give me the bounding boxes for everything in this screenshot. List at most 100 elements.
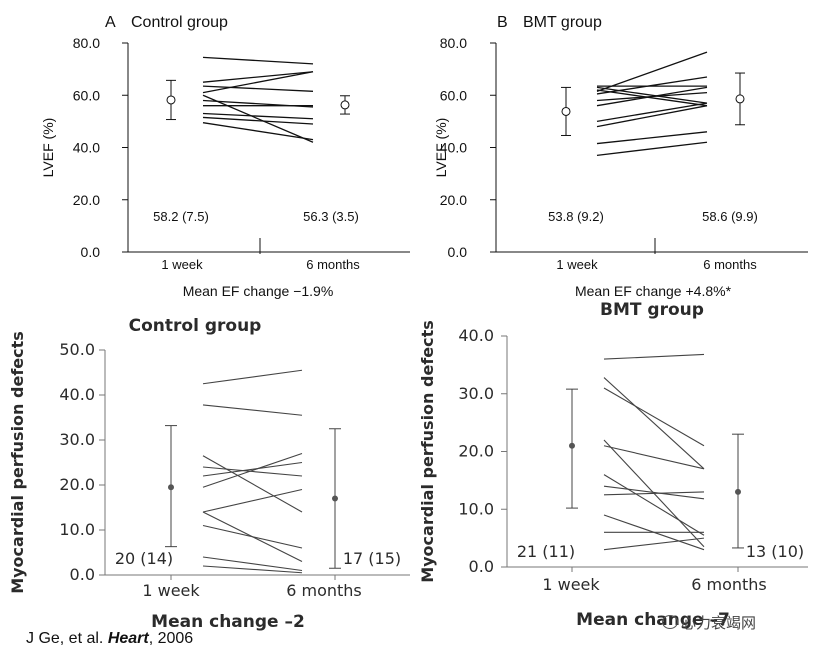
panel-c-category-label: 6 months [286, 581, 362, 600]
panel-a-y-axis-label: LVEF (%) [40, 118, 56, 178]
panel-a-patient-line [202, 71, 314, 83]
panel-a-patient-line [202, 71, 314, 94]
panel-a-letter: A [105, 14, 116, 31]
panel-c-patient-line [202, 461, 303, 477]
panel-c-y-tick-label: 40.0 [59, 385, 95, 404]
panel-b-y-tick-label: 20.0 [440, 192, 467, 208]
panel-a-mean-label: 58.2 (7.5) [153, 209, 209, 224]
panel-d-patient-line [603, 353, 705, 360]
panel-d-patient-line [603, 537, 705, 551]
panel-b-category-label: 1 week [556, 257, 598, 272]
panel-a-y-tick-label: 80.0 [73, 35, 100, 51]
panel-a-mean-label: 56.3 (3.5) [303, 209, 359, 224]
panel-c-footer: Mean change –2 [151, 612, 305, 632]
panel-b-patient-line [596, 86, 708, 107]
citation-journal: Heart [107, 630, 149, 647]
panel-b-y-tick-label: 0.0 [448, 244, 468, 260]
citation: J Ge, et al. Heart, 2006 [26, 630, 193, 648]
panel-c-y-tick-label: 10.0 [59, 520, 95, 539]
panel-c-mean-marker [168, 484, 174, 491]
panel-c-y-tick-label: 0.0 [70, 565, 95, 584]
panel-a-category-label: 1 week [161, 257, 203, 272]
panel-c-title: Control group [129, 316, 262, 336]
panel-b-patient-line [596, 51, 708, 92]
panel-c-y-tick-label: 50.0 [59, 340, 95, 359]
panel-d-mean-label: 13 (10) [746, 542, 804, 561]
panel-d-category-label: 1 week [542, 575, 600, 594]
panel-c-patient-line [202, 524, 303, 549]
panel-b-patient-line [596, 86, 708, 104]
panel-b-patient-line [596, 141, 708, 156]
panel-d-y-tick-label: 40.0 [458, 326, 494, 345]
citation-year: , 2006 [148, 630, 194, 647]
panel-b-y-tick-label: 60.0 [440, 87, 467, 103]
panel-c-mean-label: 20 (14) [115, 549, 173, 568]
panel-a-patient-line [202, 94, 314, 143]
panel-c-patient-line [202, 556, 303, 572]
panel-b-y-tick-label: 40.0 [440, 140, 467, 156]
panel-a-y-tick-label: 0.0 [81, 244, 101, 260]
panel-d-patient-line [603, 377, 705, 470]
panel-a-mean-marker [166, 95, 176, 105]
panel-c-mean-label: 17 (15) [343, 549, 401, 568]
panel-c-patient-line [202, 404, 303, 416]
panel-a-patient-line [202, 85, 314, 92]
panel-b-y-tick-label: 80.0 [440, 35, 467, 51]
panel-d-category-label: 6 months [691, 575, 767, 594]
panel-d-y-tick-label: 0.0 [469, 557, 494, 576]
panel-b-y-axis-label: LVEF (%) [433, 118, 449, 178]
panel-b-patient-line [596, 102, 708, 123]
panel-d-y-tick-label: 10.0 [458, 499, 494, 518]
panel-c-mean-marker [332, 495, 338, 502]
panel-b-mean-label: 58.6 (9.9) [702, 209, 758, 224]
panel-a-patient-line [202, 56, 314, 65]
panel-c-patient-line [202, 565, 303, 574]
panel-d-y-axis-label: Myocardial perfusion defects [418, 320, 437, 583]
panel-b-patient-line [596, 89, 708, 107]
panel-a-patient-line [202, 116, 314, 125]
panel-a-patient-line [202, 112, 314, 120]
panel-c-patient-line [202, 488, 303, 513]
panel-d-mean-marker [569, 442, 575, 449]
wechat-icon [662, 615, 678, 629]
panel-d-patient-line [603, 485, 705, 500]
panel-d-patient-line [603, 474, 705, 536]
panel-d-mean-label: 21 (11) [517, 542, 575, 561]
panel-a-y-tick-label: 20.0 [73, 192, 100, 208]
watermark-text: 心力衰竭网 [681, 614, 757, 632]
panel-a-y-tick-label: 40.0 [73, 140, 100, 156]
panel-a-footer: Mean EF change −1.9% [183, 283, 334, 299]
citation-authors: J Ge, et al. [26, 630, 108, 647]
panel-b-patient-line [596, 76, 708, 95]
panel-a-patient-line [202, 122, 314, 141]
panel-a-y-tick-label: 60.0 [73, 87, 100, 103]
panel-d-footer: Mean change –7 [576, 610, 730, 630]
panel-a-title: Control group [131, 14, 228, 31]
panel-d-y-tick-label: 20.0 [458, 442, 494, 461]
panel-c-patient-line [202, 466, 303, 477]
panel-c-category-label: 1 week [142, 581, 200, 600]
panel-d-patient-line [603, 491, 705, 496]
panel-c-y-tick-label: 30.0 [59, 430, 95, 449]
panel-d-patient-line [603, 445, 705, 470]
panel-d-patient-line [603, 387, 705, 447]
panel-a-category-label: 6 months [306, 257, 360, 272]
panel-d-title: BMT group [600, 300, 704, 320]
panel-a-mean-marker [340, 100, 350, 110]
panel-c-y-tick-label: 20.0 [59, 475, 95, 494]
panel-b-mean-marker [561, 106, 571, 116]
panel-b-letter: B [497, 14, 508, 31]
watermark: 心力衰竭网 [662, 612, 756, 633]
panel-c-patient-line [202, 455, 303, 513]
panel-b-footer: Mean EF change +4.8%* [575, 283, 732, 299]
panel-b-patient-line [596, 105, 708, 128]
panel-b-patient-line [596, 131, 708, 145]
panel-c-y-axis-label: Myocardial perfusion defects [8, 331, 27, 594]
panel-c-patient-line [202, 369, 303, 385]
panel-b-category-label: 6 months [703, 257, 757, 272]
panel-b-mean-label: 53.8 (9.2) [548, 209, 604, 224]
panel-d-y-tick-label: 30.0 [458, 384, 494, 403]
panel-b-title: BMT group [523, 14, 602, 31]
panel-d-mean-marker [735, 488, 741, 495]
